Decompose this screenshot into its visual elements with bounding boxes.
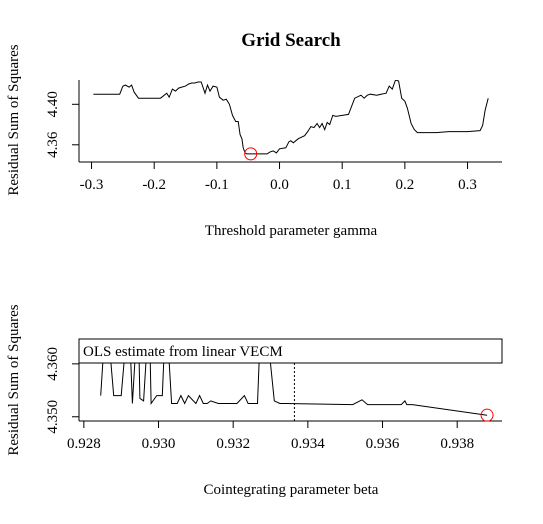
- x-axis-title: Threshold parameter gamma: [205, 223, 378, 239]
- legend: OLS estimate from linear VECM: [78, 338, 503, 364]
- x-tick-label: 0.936: [366, 436, 400, 452]
- chart-title: Grid Search: [241, 30, 341, 51]
- x-tick-label: 0.932: [216, 436, 250, 452]
- axes: -0.3 -0.2 -0.1 0.0 0.1 0.2 0.3 4.36 4.40: [45, 80, 502, 193]
- x-tick-label: 0.938: [440, 436, 474, 452]
- y-axis-title: Residual Sum of Squares: [6, 44, 22, 195]
- y-tick-label: 4.350: [45, 400, 61, 434]
- minimum-marker: [480, 408, 494, 422]
- series-layer: [100, 339, 488, 416]
- y-axis-title: Residual Sum of Squares: [6, 304, 22, 455]
- x-tick-label: -0.1: [205, 177, 229, 193]
- y-tick-label: 4.36: [45, 131, 61, 158]
- marker-layer: [244, 147, 258, 161]
- chart-grid-search: Grid Search Threshold parameter gamma Re…: [6, 30, 502, 239]
- series-line: [100, 339, 488, 416]
- x-tick-label: 0.2: [395, 177, 414, 193]
- x-tick-label: -0.2: [142, 177, 166, 193]
- x-tick-label: 0.934: [291, 436, 325, 452]
- x-tick-label: 0.928: [67, 436, 101, 452]
- marker-layer: [480, 408, 494, 422]
- series-line: [93, 80, 489, 155]
- x-tick-label: -0.3: [80, 177, 104, 193]
- legend-box: [78, 338, 503, 364]
- minimum-marker: [244, 147, 258, 161]
- y-tick-label: 4.360: [45, 347, 61, 381]
- chart-cointegrating-beta: Cointegrating parameter beta Residual Su…: [6, 304, 503, 498]
- series-layer: [93, 80, 489, 155]
- x-tick-label: 0.930: [142, 436, 176, 452]
- y-tick-label: 4.40: [45, 91, 61, 117]
- x-axis-title: Cointegrating parameter beta: [204, 482, 379, 498]
- x-tick-label: 0.0: [270, 177, 289, 193]
- legend-text: OLS estimate from linear VECM: [83, 344, 283, 360]
- x-tick-label: 0.1: [333, 177, 352, 193]
- x-tick-label: 0.3: [458, 177, 477, 193]
